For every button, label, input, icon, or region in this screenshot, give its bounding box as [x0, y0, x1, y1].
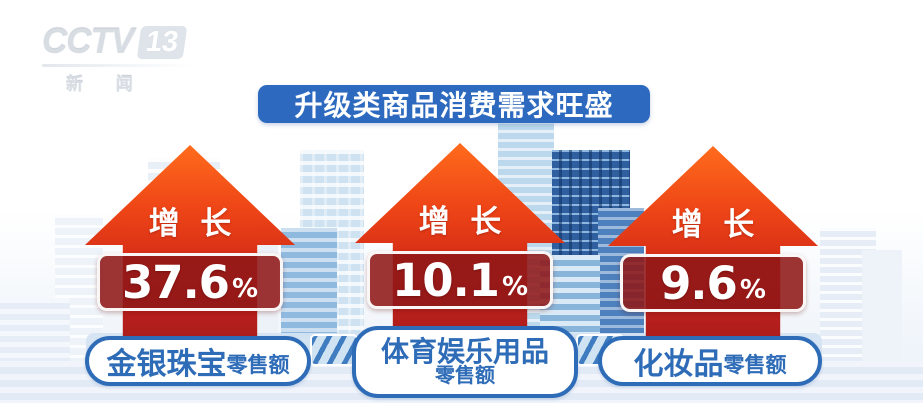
- up-arrow-icon: [85, 145, 295, 345]
- category-label-jewelry: 金银珠宝 零售额: [85, 336, 311, 386]
- category-main-text: 金银珠宝: [106, 348, 227, 381]
- percent-sign: %: [231, 274, 259, 304]
- percent-sign: %: [501, 272, 529, 302]
- growth-label: 增 长: [671, 207, 761, 242]
- growth-item-jewelry: 增 长 37.6 % 金银珠宝 零售额: [85, 145, 311, 395]
- growth-label: 增 长: [418, 204, 508, 239]
- growth-value: 10.1: [391, 253, 500, 307]
- growth-item-cosmetics: 增 长 9.6 % 化妆品 零售额: [598, 146, 822, 396]
- logo-subtitle: 新 闻: [66, 75, 147, 94]
- value-box: 9.6 %: [620, 254, 806, 312]
- hazard-stripes-decor: [310, 334, 358, 366]
- logo-underline-decor: [42, 64, 192, 67]
- cctv-logo-text: CCTV: [42, 22, 134, 61]
- value-box: 37.6 %: [97, 253, 283, 311]
- growth-value: 9.6: [660, 256, 738, 310]
- building-silhouette: [862, 250, 902, 362]
- category-label-cosmetics: 化妆品 零售额: [598, 336, 822, 386]
- cctv-13-logo: CCTV 13 新 闻: [42, 22, 192, 95]
- growth-item-sports: 增 长 10.1 % 体育娱乐用品 零售额: [352, 143, 578, 398]
- category-main-text: 化妆品: [633, 348, 724, 381]
- category-suffix-text: 零售额: [723, 354, 787, 377]
- up-arrow-icon: [355, 143, 565, 343]
- building-silhouette: [0, 298, 70, 362]
- channel-number: 13: [136, 25, 188, 59]
- value-box: 10.1 %: [367, 251, 553, 309]
- title-banner: 升级类商品消费需求旺盛: [258, 85, 650, 123]
- category-suffix-text: 零售额: [435, 365, 495, 388]
- category-suffix-text: 零售额: [226, 354, 290, 377]
- up-arrow-icon: [608, 146, 818, 346]
- category-main-text: 体育娱乐用品: [380, 335, 549, 367]
- growth-value: 37.6: [121, 255, 230, 309]
- category-label-sports: 体育娱乐用品 零售额: [352, 326, 578, 398]
- percent-sign: %: [739, 275, 766, 305]
- growth-label: 增 长: [148, 206, 238, 241]
